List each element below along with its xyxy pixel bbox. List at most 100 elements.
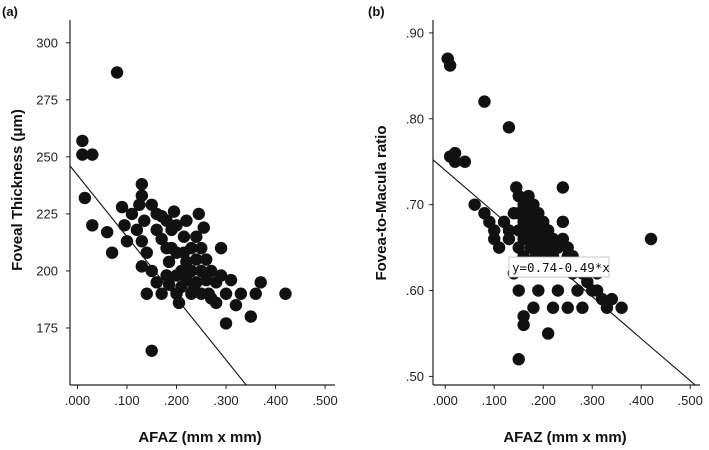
panel-a-x-tick-label: .200 xyxy=(164,393,189,408)
panel-b-x-tick-label: .200 xyxy=(531,393,556,408)
panel-a-point xyxy=(204,292,218,305)
panel-b-point xyxy=(492,241,506,254)
panel-a-y-tick-label: 225 xyxy=(36,206,58,221)
panel-a-x-tick-label: .000 xyxy=(65,393,90,408)
panel-a-point xyxy=(244,310,257,323)
panel-a-point xyxy=(135,189,149,202)
panel-a-point xyxy=(195,264,208,278)
panel-b-point xyxy=(517,310,530,323)
panel-a-point xyxy=(118,219,131,232)
panel-a-point xyxy=(185,264,198,278)
panel-a-point xyxy=(177,230,191,243)
panel-b-point xyxy=(556,215,570,229)
panel-b-point xyxy=(448,146,462,160)
panel-a-point xyxy=(219,317,233,330)
panel-a-point xyxy=(135,178,149,191)
panel-a-point xyxy=(76,134,89,148)
panel-b-point xyxy=(561,301,574,314)
fit-equation-box xyxy=(508,256,610,278)
panel-a-point xyxy=(150,276,163,289)
panel-a-point xyxy=(162,278,176,291)
panel-b-point xyxy=(605,292,619,306)
panel-a-fit-line xyxy=(69,165,247,386)
panel-a-x-tick-label: .400 xyxy=(263,393,288,408)
panel-b-point xyxy=(532,284,545,297)
panel-a-point xyxy=(197,221,210,234)
panel-a-point xyxy=(145,344,158,357)
panel-b-point xyxy=(527,301,540,314)
panel-a-point xyxy=(155,287,168,300)
panel-a-point xyxy=(76,148,89,161)
panel-a-point xyxy=(180,273,193,287)
panel-a-point xyxy=(140,287,153,300)
panel-b-point xyxy=(488,224,501,237)
panel-b-x-tick-label: .400 xyxy=(629,393,654,408)
panel-a-point xyxy=(110,66,124,79)
panel-a-point xyxy=(120,235,134,248)
panel-a-point xyxy=(234,287,248,300)
panel-b-y-axis-title: Fovea-to-Macula ratio xyxy=(373,125,390,280)
panel-a-point xyxy=(135,260,149,273)
panel-b-point xyxy=(615,301,628,314)
panel-b-y-tick-label: .90 xyxy=(406,25,424,40)
panel-b-point xyxy=(512,284,525,297)
panel-a-point xyxy=(115,200,129,214)
panel-a-point xyxy=(125,207,139,221)
panel-a-point xyxy=(145,198,158,211)
panel-b-point xyxy=(556,181,570,194)
panel-a-point xyxy=(145,264,158,278)
panel-b-point xyxy=(478,95,491,108)
panel-a-point xyxy=(190,230,203,243)
panel-b-point xyxy=(541,327,555,340)
panel-a-x-tick-label: .100 xyxy=(114,393,139,408)
panel-a-point xyxy=(214,269,228,282)
panel-b-point xyxy=(468,198,481,211)
panel-a-y-axis-title: Foveal Thickness (μm) xyxy=(9,109,26,271)
panel-a-point xyxy=(155,232,168,246)
panel-a-point xyxy=(180,255,193,269)
panel-b-x-tick-label: .100 xyxy=(482,393,507,408)
panel-a-x-tick-label: .300 xyxy=(213,393,238,408)
panel-a-point xyxy=(167,205,181,218)
panel-a-point xyxy=(224,273,238,287)
panel-a-point xyxy=(140,246,153,259)
panel-a-point xyxy=(204,264,218,278)
panel-a-point xyxy=(78,191,92,205)
panel-a-point xyxy=(254,276,267,289)
panel-a-point xyxy=(190,253,203,266)
fit-equation-text: y=0.74-0.49*x xyxy=(512,260,610,275)
panel-a-foveal-thickness: (a) Foveal Thickness (μm) AFAZ (mm x mm)… xyxy=(2,4,338,446)
panel-a-point xyxy=(86,148,99,161)
panel-b-point xyxy=(517,318,530,332)
panel-a-y-tick-label: 300 xyxy=(36,35,58,50)
panel-a-point xyxy=(192,207,205,221)
panel-b-y-tick-label: .70 xyxy=(406,197,424,212)
panel-a-x-axis-title: AFAZ (mm x mm) xyxy=(138,429,261,446)
panel-a-point xyxy=(170,219,183,232)
panel-a-point xyxy=(135,235,149,248)
panel-a-x-tick-label: .500 xyxy=(312,393,337,408)
fit-equation-annotation: y=0.74-0.49*x xyxy=(508,256,610,278)
panel-a-point xyxy=(229,298,243,312)
panel-a-point xyxy=(187,282,201,296)
panel-b-point xyxy=(443,59,457,72)
panel-a-point xyxy=(185,241,198,255)
panel-b-point xyxy=(502,224,516,237)
panel-b-y-tick-label: .50 xyxy=(406,369,424,384)
panel-b-x-tick-label: .300 xyxy=(580,393,605,408)
panel-b-point xyxy=(586,284,599,297)
panel-a-point xyxy=(105,246,119,259)
panel-b-point xyxy=(502,232,516,246)
panel-a-y-tick-label: 250 xyxy=(36,149,58,164)
panel-a-point xyxy=(162,255,176,269)
panel-a-point xyxy=(86,219,99,232)
panel-b-point xyxy=(502,121,516,134)
panel-a-point xyxy=(195,241,208,255)
panel-b-point xyxy=(644,232,658,246)
panel-a-y-tick-label: 275 xyxy=(36,92,58,107)
panel-b-point xyxy=(448,155,462,168)
panel-b-fovea-macula-ratio: (b) Fovea-to-Macula ratio AFAZ (mm x mm)… xyxy=(368,4,703,446)
panel-b-label: (b) xyxy=(368,4,385,19)
panel-b-point xyxy=(551,284,565,297)
panel-a-point xyxy=(200,253,213,266)
